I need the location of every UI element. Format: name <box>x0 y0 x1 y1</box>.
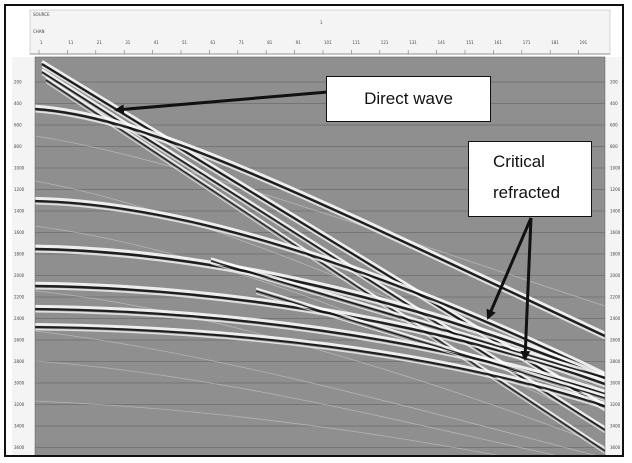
time-tick-label-left: 3000 <box>14 381 25 386</box>
time-tick-label-left: 600 <box>14 123 22 128</box>
header-strip <box>29 9 611 55</box>
time-tick-label-right: 1600 <box>610 230 621 235</box>
trace-tick-label: 81 <box>267 40 273 45</box>
trace-tick-label: 141 <box>438 40 446 45</box>
time-tick-label-right: 1000 <box>610 166 621 171</box>
critical-refracted-label: Critical refracted <box>468 141 592 217</box>
trace-tick-label: 191 <box>580 40 588 45</box>
time-tick-label-right: 2200 <box>610 295 621 300</box>
right-axis-strip <box>606 57 622 455</box>
faint-event <box>35 400 499 455</box>
time-tick-label-right: 400 <box>610 101 618 106</box>
critical-text: Critical <box>493 152 545 171</box>
trace-tick-label: 151 <box>466 40 474 45</box>
time-tick-label-right: 600 <box>610 123 618 128</box>
time-tick-label-left: 1000 <box>14 166 25 171</box>
reflection-event <box>35 196 605 380</box>
time-tick-label-left: 2000 <box>14 273 25 278</box>
time-tick-label-left: 2800 <box>14 359 25 364</box>
trace-tick-label: 31 <box>125 40 131 45</box>
trace-header: SOURCE 1 CHAN 1 11 21 31 41 51 61 71 81 91 101 111 1… <box>29 9 611 55</box>
trace-tick-label: 61 <box>210 40 216 45</box>
critical-arrow-left <box>486 217 533 320</box>
source-label: SOURCE <box>33 12 50 17</box>
figure-frame: SOURCE 1 CHAN 1 11 21 31 41 51 61 71 81 91 101 111 1… <box>4 4 624 457</box>
trace-tick-label: 121 <box>381 40 389 45</box>
time-tick-label-right: 1200 <box>610 187 621 192</box>
source-value: 1 <box>320 20 323 25</box>
time-tick-label-right: 1800 <box>610 252 621 257</box>
time-axis-left: 200 400 600 800 1000 1200 1400 1600 1800 2000 2200… <box>14 80 25 451</box>
time-tick-label-left: 1200 <box>14 187 25 192</box>
trace-tick-label: 111 <box>352 40 360 45</box>
faint-event <box>35 360 556 455</box>
trace-tick-label: 171 <box>523 40 531 45</box>
trace-tick-label: 101 <box>324 40 332 45</box>
time-tick-label-right: 800 <box>610 144 618 149</box>
trace-tick-label: 41 <box>154 40 160 45</box>
trace-tick-label: 11 <box>68 40 74 45</box>
trace-tick-label: 91 <box>296 40 302 45</box>
time-tick-label-right: 1400 <box>610 209 621 214</box>
time-tick-label-left: 800 <box>14 144 22 149</box>
time-tick-label-left: 1400 <box>14 209 25 214</box>
time-tick-label-right: 2000 <box>610 273 621 278</box>
trace-tick-label: 161 <box>494 40 502 45</box>
time-tick-label-right: 3200 <box>610 402 621 407</box>
direct-wave-text: Direct wave <box>364 89 453 108</box>
reflection-event <box>35 323 605 410</box>
trace-tick-label: 131 <box>409 40 417 45</box>
time-tick-label-left: 1600 <box>14 230 25 235</box>
seismic-panel <box>35 57 605 455</box>
time-tick-label-left: 3400 <box>14 424 25 429</box>
time-tick-label-right: 2600 <box>610 338 621 343</box>
annotation-arrows <box>114 90 533 361</box>
direct-wave-arrow <box>114 90 329 115</box>
critical-refracted-event <box>210 257 605 382</box>
time-tick-label-left: 2200 <box>14 295 25 300</box>
trace-tick-labels: 1 11 21 31 41 51 61 71 81 91 101 111 121 131 141 151 161… <box>38 40 588 54</box>
time-tick-label-left: 2600 <box>14 338 25 343</box>
critical-arrow-right <box>520 217 533 361</box>
faint-event <box>35 330 596 455</box>
trace-tick-label: 51 <box>182 40 188 45</box>
trace-tick-label: 21 <box>97 40 103 45</box>
direct-wave-label: Direct wave <box>326 76 491 122</box>
time-axis-right: 200 400 600 800 1000 1200 1400 1600 1800 2000 2200… <box>610 80 621 451</box>
seismic-figure: SOURCE 1 CHAN 1 11 21 31 41 51 61 71 81 91 101 111 1… <box>12 9 622 455</box>
time-tick-label-right: 200 <box>610 80 618 85</box>
time-tick-label-left: 3200 <box>14 402 25 407</box>
chan-label: CHAN <box>33 29 45 34</box>
trace-tick-label: 1 <box>40 40 43 45</box>
critical-refracted-event <box>255 287 605 402</box>
time-tick-label-right: 2800 <box>610 359 621 364</box>
reflection-event <box>35 104 605 340</box>
faint-event <box>35 290 605 447</box>
trace-tick-label: 71 <box>239 40 245 45</box>
time-tick-label-left: 200 <box>14 80 22 85</box>
time-tick-label-left: 2400 <box>14 316 25 321</box>
faint-event <box>35 135 605 307</box>
refracted-text: refracted <box>493 183 561 202</box>
time-tick-label-left: 400 <box>14 101 22 106</box>
time-tick-label-left: 1800 <box>14 252 25 257</box>
trace-tick-label: 181 <box>551 40 559 45</box>
panel-border <box>34 56 606 455</box>
time-tick-label-left: 3600 <box>14 445 25 450</box>
left-axis-strip <box>12 57 34 455</box>
time-tick-label-right: 2400 <box>610 316 621 321</box>
time-tick-label-right: 3000 <box>610 381 621 386</box>
time-tick-label-right: 3400 <box>610 424 621 429</box>
time-tick-label-right: 3600 <box>610 445 621 450</box>
